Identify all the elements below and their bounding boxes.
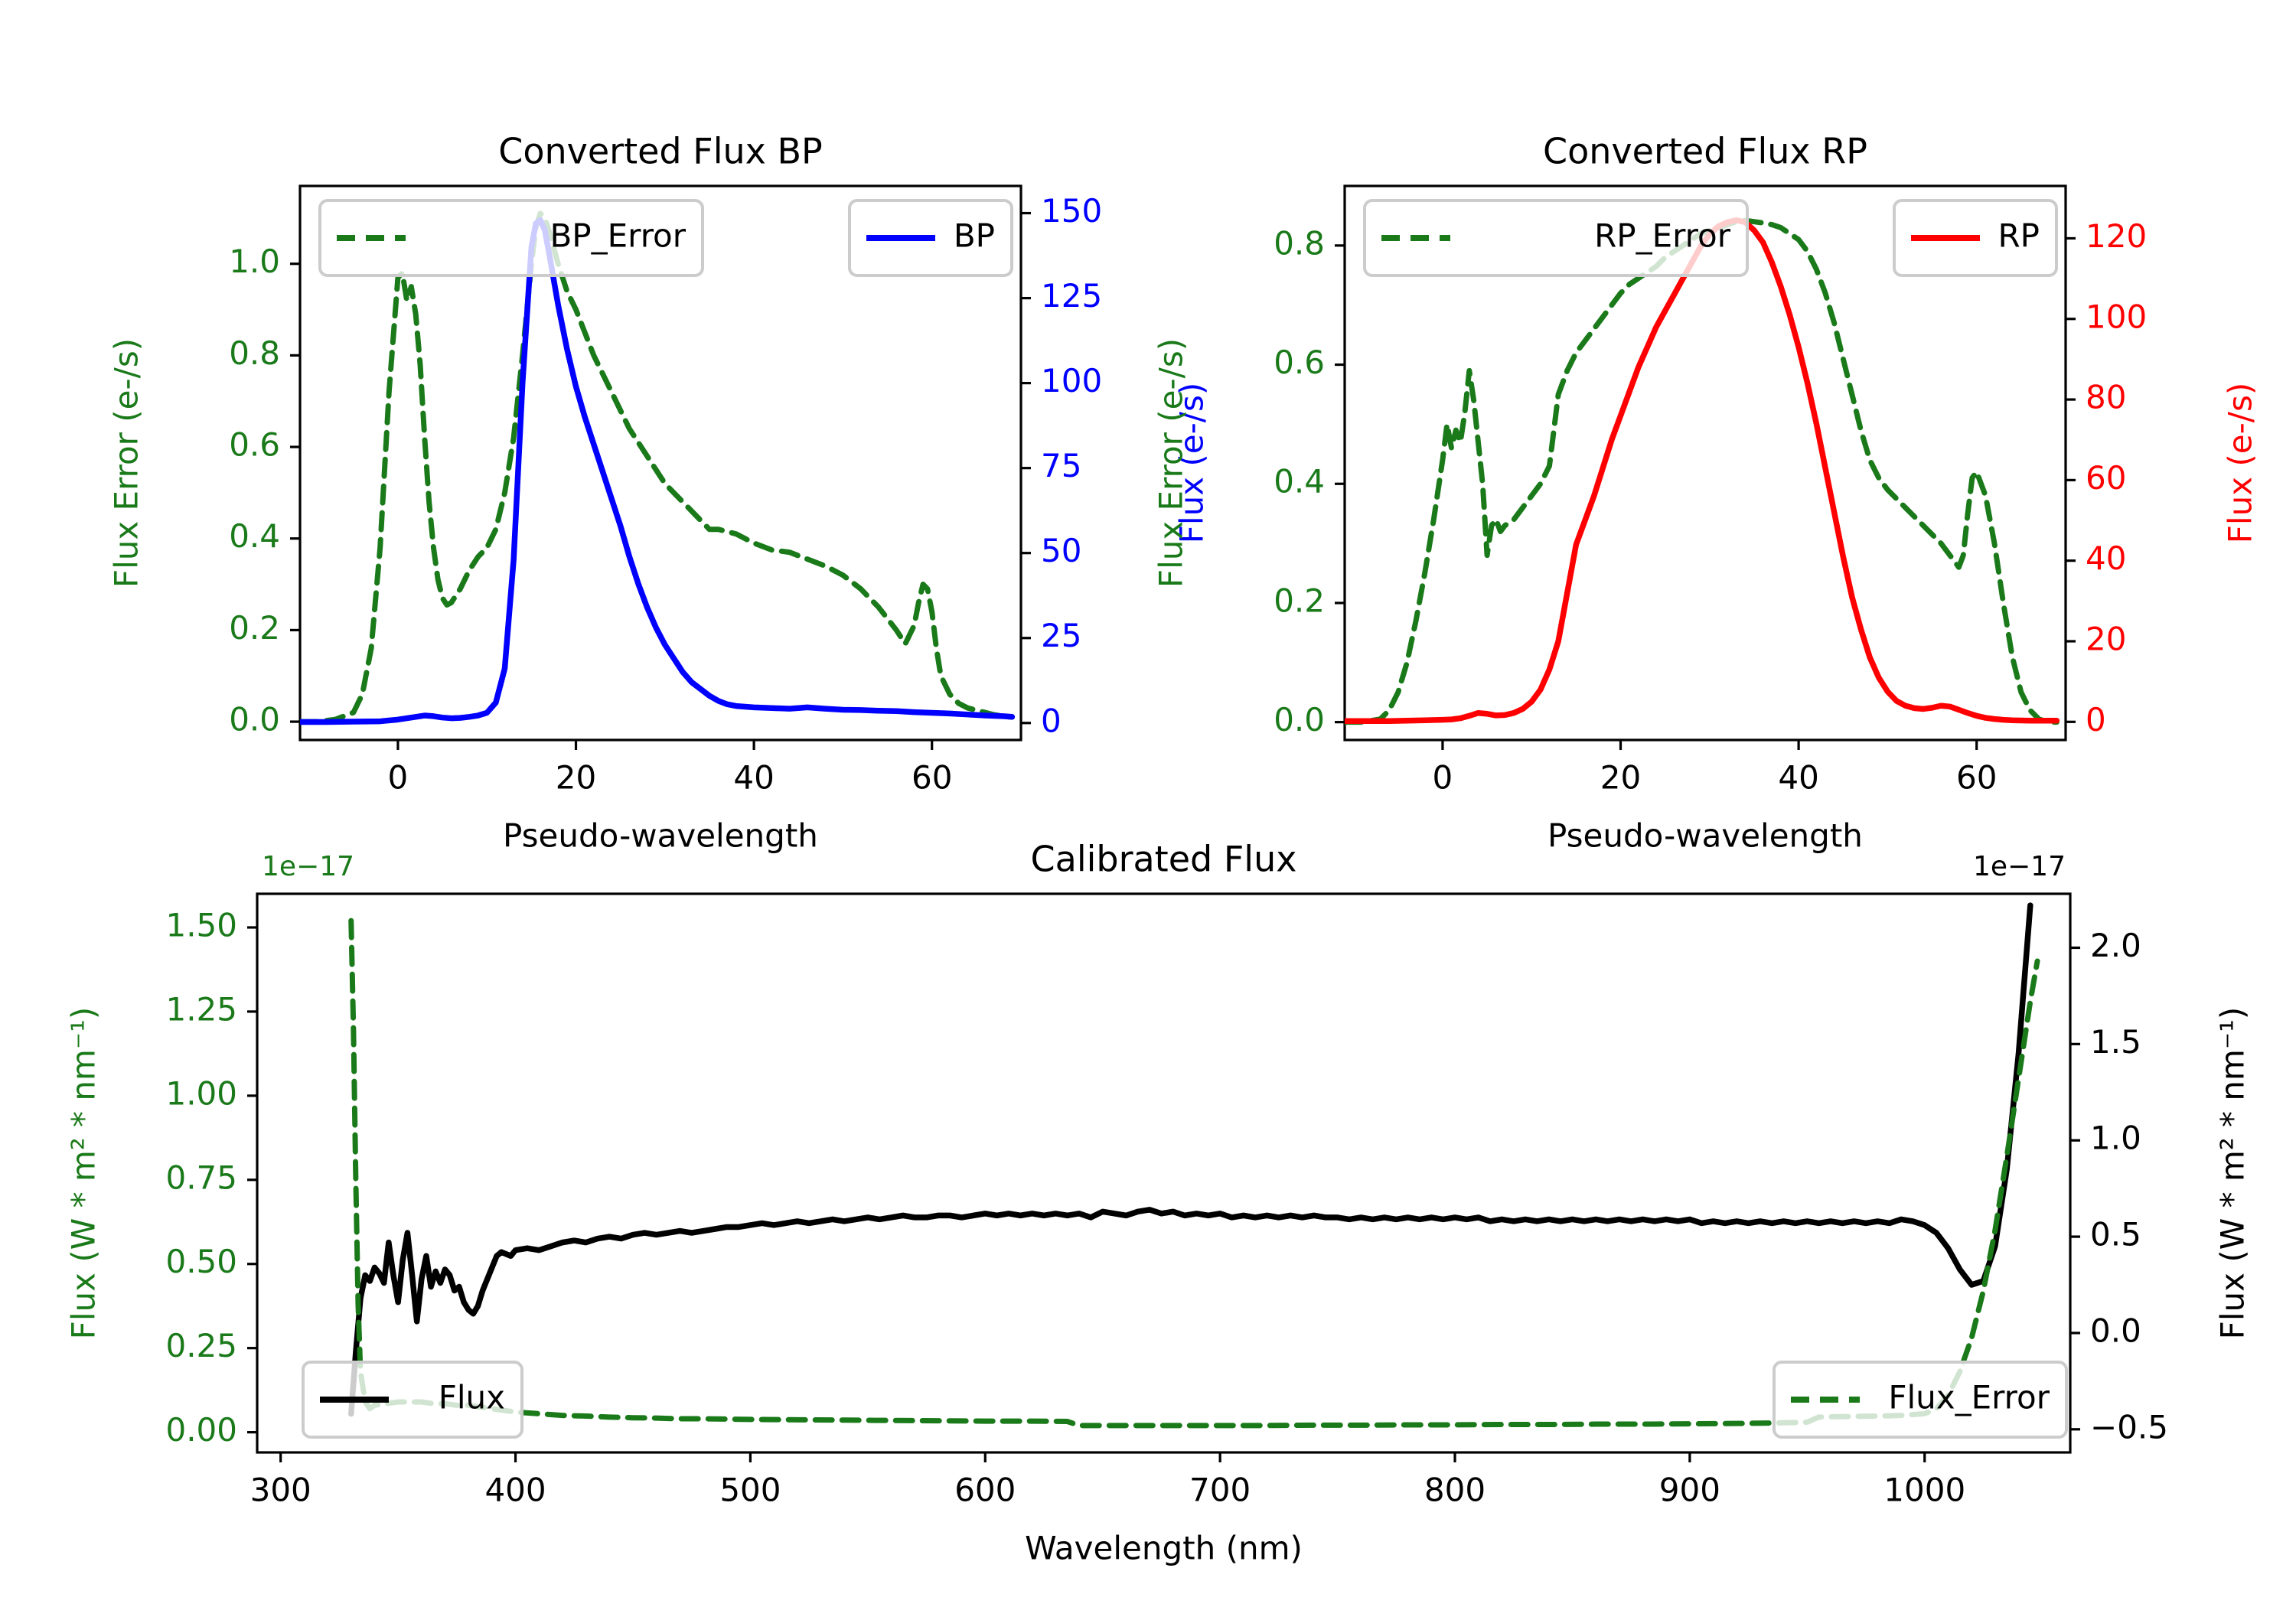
series-bp (300, 217, 1016, 725)
ytick-label-left-calibrated: 0.50 (165, 1243, 237, 1280)
xtick-label-bp: 20 (556, 759, 596, 797)
xtick-label-calibrated: 300 (250, 1472, 311, 1509)
ytick-label-right-rp: 100 (2086, 298, 2147, 335)
yaxis-label-left-calibrated: Flux (W * m² * nm⁻¹) (65, 1007, 103, 1340)
ytick-label-left-bp: 0.6 (229, 426, 280, 464)
xtick-label-rp: 40 (1778, 759, 1818, 797)
legend-label-flux: Flux (439, 1379, 505, 1416)
ytick-label-left-bp: 0.0 (229, 701, 280, 738)
legend-label-rp-error: RP_Error (1594, 217, 1731, 255)
series-rp_error (1345, 217, 2060, 725)
ytick-label-right-calibrated: 1.5 (2090, 1023, 2141, 1061)
ytick-label-right-rp: 20 (2086, 620, 2126, 657)
ytick-label-left-bp: 0.8 (229, 334, 280, 372)
xtick-label-bp: 60 (912, 759, 952, 797)
yaxis-label-right-rp: Flux (e-/s) (2222, 383, 2259, 543)
ytick-label-right-rp: 40 (2086, 539, 2126, 577)
legend-box-bp-error (318, 199, 704, 277)
ytick-label-left-rp: 0.2 (1274, 582, 1325, 619)
series-flux (348, 902, 2033, 1417)
ytick-label-right-bp: 50 (1041, 532, 1081, 569)
ytick-label-right-bp: 0 (1041, 702, 1062, 739)
xtick-label-rp: 60 (1956, 759, 1997, 797)
ytick-label-right-bp: 100 (1041, 362, 1102, 399)
legend-box-rp-error (1363, 199, 1749, 277)
xtick-label-calibrated: 500 (719, 1472, 781, 1509)
yaxis-label-right-calibrated: Flux (W * m² * nm⁻¹) (2214, 1007, 2252, 1340)
xtick-label-calibrated: 700 (1189, 1472, 1251, 1509)
panel-title-calibrated: Calibrated Flux (1031, 839, 1297, 880)
ytick-label-right-rp: 80 (2086, 379, 2126, 416)
xtick-label-bp: 0 (388, 759, 409, 797)
series-flux_error (348, 918, 2040, 1429)
series-rp (1345, 217, 2060, 724)
ytick-label-right-bp: 125 (1041, 277, 1102, 315)
ytick-label-right-bp: 75 (1041, 447, 1081, 484)
ytick-label-right-calibrated: 2.0 (2090, 927, 2141, 964)
ytick-label-left-bp: 0.4 (229, 517, 280, 555)
panel-title-rp: Converted Flux RP (1543, 131, 1867, 172)
xtick-label-rp: 20 (1600, 759, 1641, 797)
legend-label-flux-error: Flux_Error (1888, 1379, 2050, 1416)
xtick-label-calibrated: 1000 (1883, 1472, 1965, 1509)
plot-frame-bp (298, 184, 1022, 742)
xtick-label-bp: 40 (733, 759, 774, 797)
xaxis-label-bp: Pseudo-wavelength (503, 817, 818, 855)
ytick-label-left-calibrated: 1.50 (165, 906, 237, 944)
ytick-label-right-rp: 120 (2086, 217, 2147, 255)
legend-label-rp: RP (1998, 217, 2040, 255)
ytick-label-right-calibrated: 1.0 (2090, 1120, 2141, 1157)
ytick-label-left-calibrated: 1.00 (165, 1074, 237, 1112)
yaxis-exponent-left-calibrated: 1e−17 (262, 851, 354, 882)
ytick-label-right-rp: 0 (2086, 701, 2106, 738)
ytick-label-left-bp: 1.0 (229, 243, 280, 280)
ytick-label-left-rp: 0.6 (1274, 344, 1325, 381)
ytick-label-left-calibrated: 0.00 (165, 1411, 237, 1449)
ytick-label-left-calibrated: 0.75 (165, 1159, 237, 1196)
legend-box-flux-error (1773, 1361, 2068, 1439)
yaxis-label-left-rp: Flux Error (e-/s) (1153, 338, 1190, 588)
ytick-label-left-calibrated: 0.25 (165, 1327, 237, 1364)
ytick-label-right-calibrated: 0.0 (2090, 1312, 2141, 1349)
xtick-label-rp: 0 (1433, 759, 1453, 797)
ytick-label-right-bp: 150 (1041, 192, 1102, 230)
yaxis-exponent-right-calibrated: 1e−17 (1973, 851, 2066, 882)
xtick-label-calibrated: 900 (1659, 1472, 1720, 1509)
legend-box-flux (302, 1361, 523, 1439)
ytick-label-right-calibrated: −0.5 (2090, 1408, 2168, 1446)
ytick-label-right-bp: 25 (1041, 617, 1081, 654)
xtick-label-calibrated: 400 (484, 1472, 546, 1509)
ytick-label-left-bp: 0.2 (229, 609, 280, 647)
ytick-label-left-rp: 0.4 (1274, 463, 1325, 500)
panel-title-bp: Converted Flux BP (498, 131, 823, 172)
ytick-label-left-rp: 0.8 (1274, 224, 1325, 262)
xtick-label-calibrated: 600 (954, 1472, 1016, 1509)
xaxis-label-rp: Pseudo-wavelength (1548, 817, 1863, 855)
yaxis-label-left-bp: Flux Error (e-/s) (108, 338, 145, 588)
ytick-label-left-calibrated: 1.25 (165, 990, 237, 1028)
ytick-label-right-calibrated: 0.5 (2090, 1216, 2141, 1253)
series-bp_error (300, 210, 1015, 725)
ytick-label-left-rp: 0.0 (1274, 701, 1325, 738)
xtick-label-calibrated: 800 (1424, 1472, 1486, 1509)
legend-label-bp: BP (954, 217, 995, 255)
ytick-label-right-rp: 60 (2086, 459, 2126, 497)
xaxis-label-calibrated: Wavelength (nm) (1025, 1530, 1303, 1567)
plot-frame-calibrated (256, 892, 2072, 1454)
plot-frame-rp (1343, 184, 2067, 742)
legend-label-bp-error: BP_Error (550, 217, 686, 255)
yaxis-label-right-bp: Flux (e-/s) (1173, 383, 1211, 543)
